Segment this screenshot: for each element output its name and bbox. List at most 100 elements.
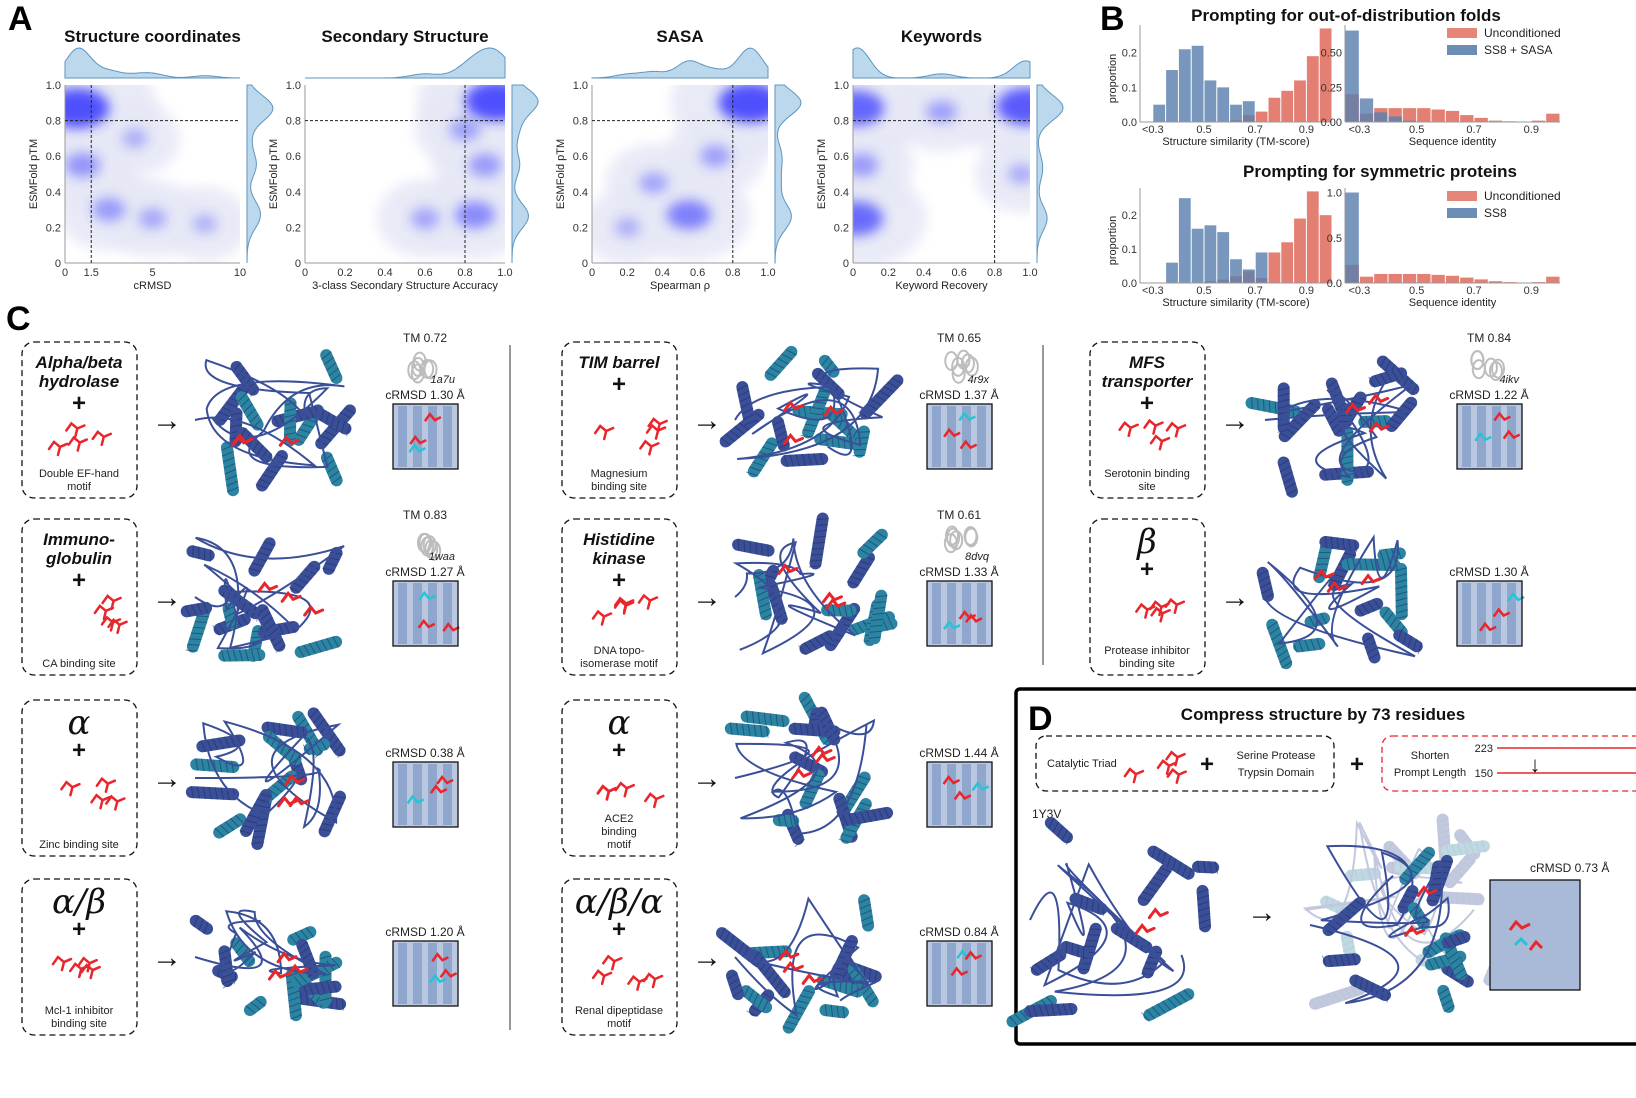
helix-turn [1443, 1004, 1455, 1013]
histogram-bar-unconditioned [1417, 273, 1431, 283]
helix-turn [239, 372, 249, 383]
helix-turn [874, 601, 887, 604]
helix-turn [1214, 861, 1219, 874]
helix-turn [320, 409, 325, 422]
helix [186, 545, 215, 562]
motif-label: ACE2 [605, 813, 634, 825]
helix-turn [1317, 557, 1330, 559]
histogram-bar-unconditioned [1445, 275, 1460, 283]
helix-turn [240, 398, 250, 408]
motif-fragment [1149, 434, 1171, 451]
helix-turn [238, 649, 243, 662]
helix-turn [877, 808, 884, 820]
helix-turn [240, 614, 249, 626]
helix-turn [762, 446, 775, 452]
helix-turn [753, 572, 765, 579]
prompt-title: β [1135, 522, 1157, 562]
helix-turn [1292, 640, 1298, 653]
helix-turn [813, 535, 826, 538]
x-tick-label: 1.5 [84, 267, 99, 279]
helix-turn [841, 616, 854, 622]
motif-residue [801, 973, 823, 985]
helix-body [251, 795, 272, 850]
helix-body [847, 551, 875, 589]
motif-label: Zinc binding site [39, 839, 119, 851]
helix-turn [1395, 573, 1408, 578]
plot-title: Keywords [901, 27, 982, 46]
helix-turn [1335, 900, 1340, 914]
helix-turn [783, 454, 789, 467]
inset-helix [1492, 406, 1501, 467]
motif-fragment [1150, 606, 1171, 623]
histogram-bar-unconditioned [1402, 108, 1417, 122]
helix [740, 710, 790, 728]
helix-turn [769, 366, 781, 374]
motif-label: binding [601, 826, 636, 838]
helix-turn [1085, 897, 1089, 910]
loop [194, 719, 342, 830]
helix [1441, 931, 1471, 949]
density-peak [449, 118, 481, 141]
helix-turn [788, 1015, 801, 1020]
plot-title: SASA [656, 27, 703, 46]
helix-turn [1448, 935, 1457, 947]
helix-turn [256, 798, 269, 803]
helix-turn [853, 570, 866, 576]
generated-protein [732, 512, 898, 656]
helix-turn [326, 638, 334, 650]
generated-protein [180, 536, 345, 662]
motif-fragment [1164, 597, 1186, 614]
helix-turn [204, 548, 206, 561]
helix-turn [270, 735, 278, 747]
helix-turn [1423, 849, 1435, 857]
helix-turn [340, 421, 346, 434]
helix-turn [861, 915, 873, 922]
pdb-id: 1Y3V [1032, 807, 1061, 821]
prompt-card-border [21, 878, 138, 1036]
helix-turn [1277, 392, 1290, 397]
helix-turn [196, 615, 209, 618]
helix-turn [254, 824, 268, 827]
loop [1029, 861, 1186, 997]
helix-turn [849, 575, 863, 581]
arrow-icon: → [692, 762, 722, 795]
loop [194, 536, 345, 650]
helix-turn [814, 368, 822, 380]
helix-turn [262, 617, 274, 626]
density-peak [1007, 164, 1030, 184]
helix-turn [1364, 558, 1369, 571]
helix-turn [305, 993, 309, 1006]
helix-turn [284, 413, 297, 418]
motif-residue [267, 968, 289, 981]
helix-turn [272, 784, 283, 793]
helix-turn [1412, 908, 1422, 919]
motif-fragment [105, 794, 126, 811]
helix-turn [221, 445, 233, 451]
histogram-bar-unconditioned [1281, 90, 1294, 122]
prompt-title: MFS [1129, 353, 1166, 372]
generated-protein [724, 691, 894, 847]
plus-sign: + [612, 916, 626, 943]
helix [230, 360, 260, 397]
helix-turn [1071, 942, 1074, 956]
prompt-box [1035, 735, 1335, 792]
inset-helix [932, 406, 941, 467]
y-axis-label: ESMFold pTM [816, 139, 828, 209]
histogram-bar-unconditioned [1268, 252, 1281, 283]
x-axis-label: Structure similarity (TM-score) [1162, 136, 1309, 148]
helix-turn [289, 750, 296, 763]
helix-turn [772, 419, 784, 426]
density-peak [699, 145, 731, 168]
motif-fragment [1166, 767, 1188, 784]
helix-turn [222, 457, 235, 463]
helix-turn [1342, 940, 1354, 947]
helix-turn [1259, 581, 1272, 589]
y-tick-label: 1.0 [1327, 188, 1342, 200]
helix-turn [321, 351, 332, 360]
motif-structure-icon [51, 955, 101, 980]
helix-turn [288, 996, 301, 1002]
helix [752, 569, 773, 621]
inset-border [926, 403, 993, 470]
loop [1302, 819, 1475, 971]
